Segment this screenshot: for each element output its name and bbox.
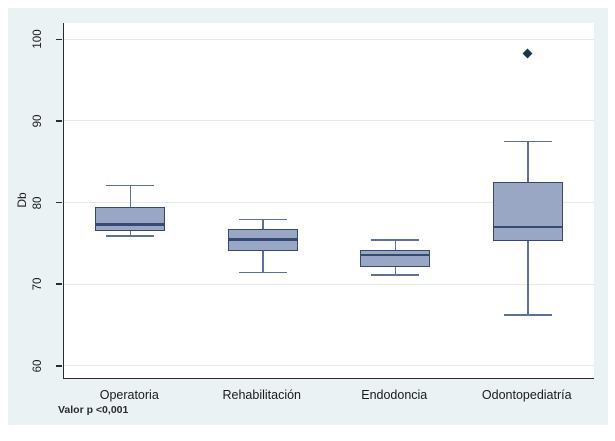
y-axis-tick: [56, 38, 62, 41]
whisker-upper-stem: [262, 219, 264, 229]
whisker-lower-cap: [371, 274, 420, 276]
whisker-upper-stem: [394, 240, 396, 250]
y-tick-label: 100: [32, 29, 44, 49]
y-tick-label: 60: [32, 359, 44, 373]
p-value-note: Valor p <0,001: [58, 404, 129, 416]
y-axis-tick: [56, 201, 62, 204]
box-iqr: [95, 207, 166, 232]
x-category-label: Operatoria: [99, 388, 159, 402]
whisker-lower-stem: [527, 240, 529, 316]
whisker-upper-cap: [238, 218, 287, 221]
gridline: [64, 365, 594, 367]
whisker-lower-stem: [262, 250, 264, 273]
median-line: [227, 238, 298, 241]
whisker-lower-stem: [394, 267, 396, 276]
y-tick-label: 70: [32, 277, 44, 291]
y-axis-tick: [56, 283, 62, 285]
y-tick-label: 80: [32, 196, 44, 209]
whisker-upper-stem: [527, 141, 529, 183]
y-axis-tick: [56, 365, 62, 367]
y-axis-tick: [56, 120, 62, 122]
x-category-label: Rehabilitación: [222, 388, 302, 402]
outlier-point: [522, 48, 533, 59]
whisker-upper-cap: [371, 239, 420, 241]
plot-area: [63, 23, 594, 379]
median-line: [360, 253, 431, 257]
whisker-lower-cap: [238, 271, 287, 274]
gridline: [64, 120, 594, 122]
box-iqr: [492, 182, 563, 241]
whisker-upper-cap: [106, 184, 155, 187]
y-tick-label: 90: [32, 114, 44, 128]
whisker-upper-stem: [129, 185, 131, 208]
whisker-lower-stem: [129, 231, 131, 236]
figure-background: Db Valor p <0,001 60 70 80 90 100 Operatoria R…: [8, 8, 608, 425]
x-category-label: Endodoncia: [361, 388, 428, 402]
whisker-upper-cap: [503, 140, 552, 143]
whisker-lower-cap: [106, 235, 155, 237]
gridline: [64, 38, 594, 40]
whisker-lower-cap: [503, 314, 552, 316]
median-line: [95, 223, 166, 226]
y-axis-title: Db: [15, 192, 29, 208]
median-line: [492, 225, 563, 229]
gridline: [64, 283, 594, 285]
x-category-label: Odontopediatría: [481, 388, 572, 402]
gridline: [64, 202, 594, 204]
box-iqr: [360, 249, 431, 267]
